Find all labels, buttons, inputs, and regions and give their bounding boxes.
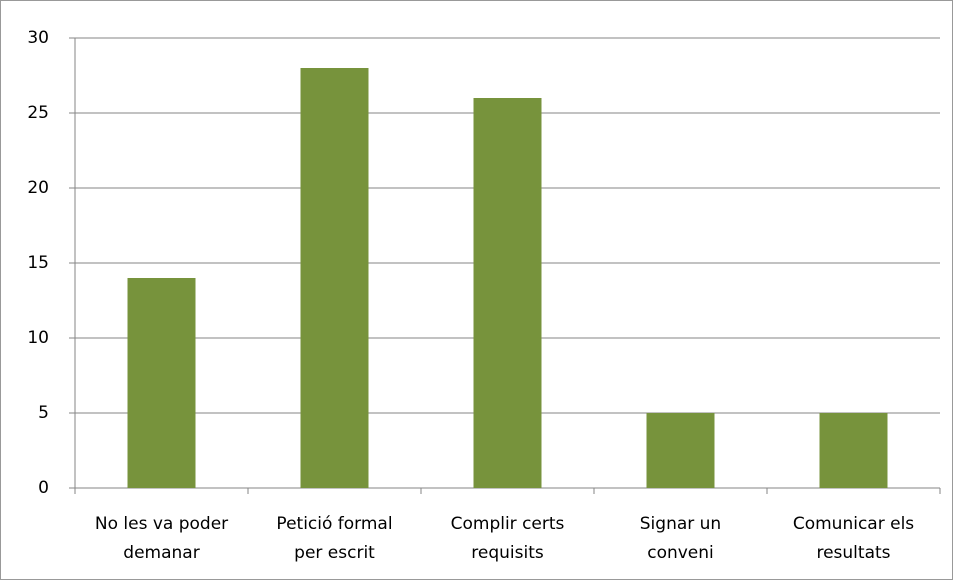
bar xyxy=(300,68,369,488)
x-tick-label: requisits xyxy=(471,543,544,563)
y-tick-label: 10 xyxy=(27,328,49,348)
y-tick-label: 25 xyxy=(27,103,49,123)
x-tick-label: resultats xyxy=(816,543,890,563)
y-tick-label: 30 xyxy=(27,28,49,48)
x-tick-label: Complir certs xyxy=(451,514,565,534)
x-tick-label: No les va poder xyxy=(95,514,228,534)
x-tick-label: conveni xyxy=(647,543,714,563)
bar xyxy=(473,98,542,488)
y-tick-label: 0 xyxy=(38,478,49,498)
x-tick-label: Signar un xyxy=(640,514,721,534)
bar xyxy=(127,278,196,488)
x-tick-label: Comunicar els xyxy=(793,514,914,534)
y-tick-label: 15 xyxy=(27,253,49,273)
y-tick-label: 20 xyxy=(27,178,49,198)
x-tick-label: per escrit xyxy=(294,543,375,563)
x-tick-label: demanar xyxy=(123,543,199,563)
x-tick-label: Petició formal xyxy=(276,514,392,534)
bar xyxy=(819,413,888,488)
y-tick-label: 5 xyxy=(38,403,49,423)
bar xyxy=(646,413,715,488)
